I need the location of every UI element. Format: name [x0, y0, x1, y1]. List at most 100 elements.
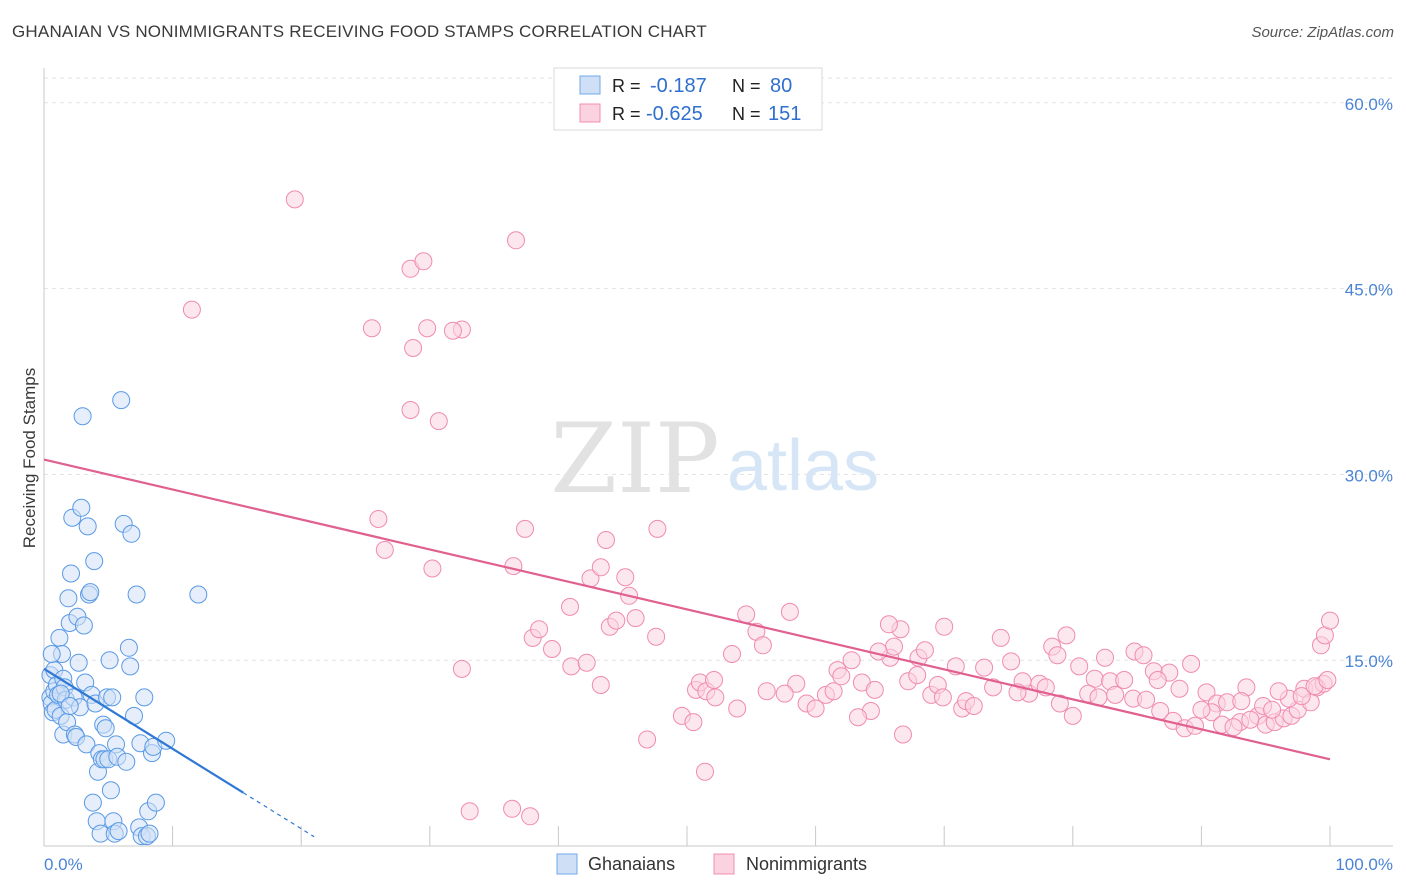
nonimmigrants-point-99: [1321, 611, 1339, 630]
ghanaians-point-79: [189, 585, 208, 604]
nonimmigrants-point-5: [362, 319, 381, 338]
nonimmigrants-point-45: [787, 674, 806, 693]
nonimmigrants-point-119: [1063, 706, 1082, 725]
ghanaians-point-17: [59, 589, 78, 608]
nonimmigrants-point-108: [806, 699, 825, 718]
ghanaians-point-9: [50, 628, 69, 647]
nonimmigrants-point-34: [647, 627, 666, 646]
nonimmigrants-point-6: [418, 319, 437, 338]
ghanaians-point-59: [117, 752, 136, 771]
nonimmigrants-point-77: [1134, 646, 1153, 665]
nonimmigrants-point-8: [443, 321, 462, 340]
nonimmigrants-point-101: [521, 807, 540, 826]
ghanaians-point-36: [83, 793, 102, 812]
y-tick-label-3: 60.0%: [1345, 95, 1393, 114]
legend-swatch-pink: [579, 103, 601, 123]
nonimmigrants-point-124: [1137, 690, 1156, 709]
nonimmigrants-point-11: [429, 412, 448, 431]
nonimmigrants-point-23: [626, 609, 645, 628]
ghanaians-trend-line: [43, 667, 244, 794]
nonimmigrants-point-136: [1292, 687, 1311, 706]
nonimmigrants-point-100: [460, 802, 479, 821]
nonimmigrants-point-9: [404, 339, 423, 357]
nonimmigrants-point-80: [1170, 679, 1189, 698]
nonimmigrants-point-105: [706, 688, 725, 707]
ghanaians-point-56: [109, 822, 128, 841]
bottom-legend-swatch-pink: [713, 853, 735, 875]
nonimmigrants-point-61: [935, 617, 954, 636]
nonimmigrants-point-15: [516, 519, 534, 538]
legend-n-value-1: 80: [770, 75, 792, 97]
nonimmigrants-point-110: [869, 642, 888, 661]
nonimmigrants-point-36: [684, 713, 703, 732]
legend-swatch-blue: [579, 75, 601, 95]
nonimmigrants-point-142: [894, 725, 912, 744]
nonimmigrants-point-12: [369, 510, 388, 528]
nonimmigrants-point-82: [1197, 683, 1216, 702]
nonimmigrants-point-43: [753, 636, 772, 655]
nonimmigrants-point-141: [849, 708, 867, 727]
ghanaians-point-49: [100, 651, 119, 670]
ghanaians-points: [41, 391, 208, 846]
nonimmigrants-point-112: [908, 666, 927, 685]
nonimmigrants-point-107: [775, 684, 794, 703]
nonimmigrants-point-3: [414, 252, 433, 271]
ghanaians-point-19: [62, 564, 80, 583]
nonimmigrants-points: [182, 190, 1339, 826]
nonimmigrants-point-140: [780, 602, 799, 621]
x-tick-labels: 0.0% 100.0%: [44, 855, 1393, 874]
y-tick-label-2: 45.0%: [1345, 281, 1393, 300]
nonimmigrants-point-66: [991, 628, 1010, 647]
ghanaians-point-60: [119, 638, 138, 657]
legend-r-value-2: -0.625: [646, 103, 703, 125]
chart-title: GHANAIAN VS NONIMMIGRANTS RECEIVING FOOD…: [12, 22, 707, 41]
nonimmigrants-point-72: [1070, 657, 1089, 676]
ghanaians-point-34: [81, 583, 100, 602]
bottom-legend: Ghanaians Nonimmigrants: [556, 853, 867, 875]
nonimmigrants-point-16: [648, 519, 667, 538]
nonimmigrants-trend-line: [43, 458, 1331, 761]
nonimmigrants-point-33: [638, 730, 657, 749]
ghanaians-trend-extension: [243, 792, 315, 838]
ghanaians-point-32: [78, 517, 97, 536]
nonimmigrants-point-132: [1241, 710, 1260, 729]
nonimmigrants-point-131: [1224, 718, 1243, 737]
nonimmigrants-point-118: [1050, 694, 1069, 713]
nonimmigrants-point-19: [591, 558, 610, 577]
nonimmigrants-point-50: [832, 667, 851, 686]
gridlines: [44, 77, 1393, 661]
nonimmigrants-point-10: [401, 401, 420, 419]
ghanaians-point-64: [127, 585, 146, 604]
nonimmigrants-point-65: [975, 658, 994, 677]
nonimmigrants-point-75: [1115, 671, 1134, 689]
ghanaians-point-57: [112, 391, 131, 410]
nonimmigrants-point-40: [705, 671, 723, 689]
nonimmigrants-point-115: [984, 678, 1003, 697]
ghanaians-point-31: [77, 735, 96, 754]
nonimmigrants-point-67: [1002, 652, 1021, 671]
nonimmigrants-point-147: [1148, 671, 1167, 689]
nonimmigrants-point-29: [543, 640, 561, 658]
watermark: ZIP atlas: [550, 403, 879, 515]
legend-n-value-2: 151: [768, 103, 801, 125]
y-tick-label-1: 30.0%: [1345, 466, 1393, 485]
top-legend: R = -0.187 N = 80 R = -0.625 N = 151: [553, 67, 823, 131]
nonimmigrants-point-59: [915, 641, 934, 660]
nonimmigrants-point-17: [597, 531, 615, 549]
nonimmigrants-point-81: [1182, 654, 1201, 673]
nonimmigrants-point-41: [728, 699, 747, 718]
nonimmigrants-point-13: [375, 540, 394, 559]
nonimmigrants-point-146: [1096, 648, 1114, 667]
bottom-legend-label-ghanaians: Ghanaians: [588, 854, 675, 874]
nonimmigrants-point-122: [1106, 685, 1125, 704]
nonimmigrants-point-48: [824, 682, 843, 701]
ghanaians-point-37: [85, 552, 104, 571]
y-tick-label-0: 15.0%: [1345, 652, 1393, 671]
watermark-atlas: atlas: [727, 426, 879, 506]
nonimmigrants-point-1: [507, 231, 525, 250]
nonimmigrants-point-104: [696, 762, 714, 781]
nonimmigrants-point-32: [607, 611, 626, 630]
nonimmigrants-point-106: [723, 645, 741, 663]
nonimmigrants-point-149: [1232, 692, 1251, 711]
